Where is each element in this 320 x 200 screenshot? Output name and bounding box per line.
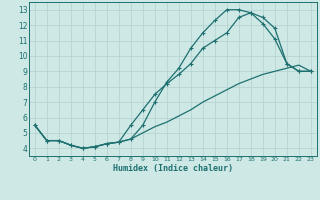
- X-axis label: Humidex (Indice chaleur): Humidex (Indice chaleur): [113, 164, 233, 173]
